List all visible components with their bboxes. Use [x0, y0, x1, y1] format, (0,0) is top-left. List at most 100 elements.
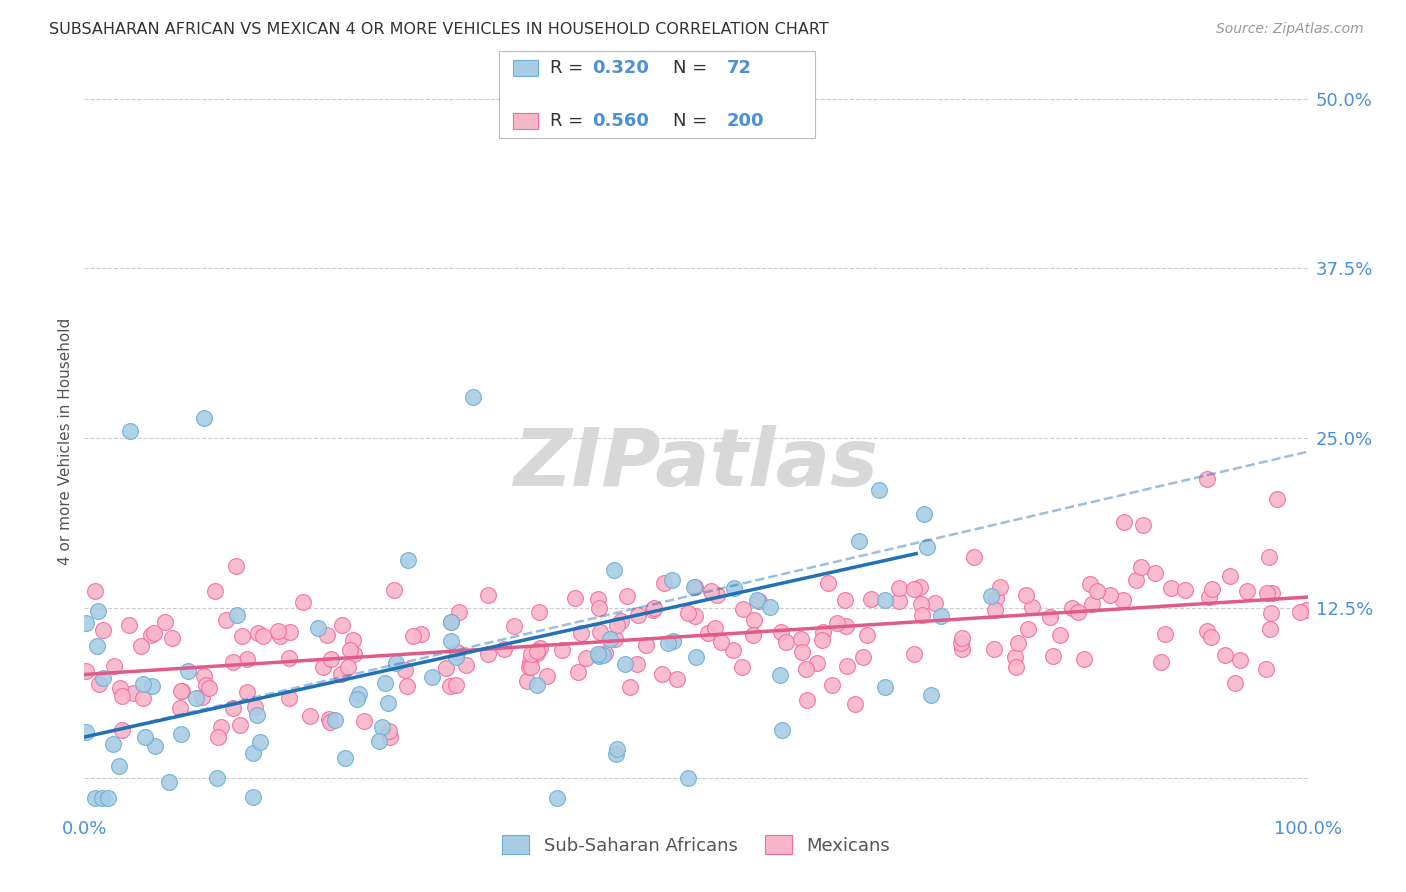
Point — [209, 719, 232, 733]
Point — [278, 690, 301, 705]
Point — [855, 628, 877, 642]
Point — [108, 681, 131, 696]
Point — [700, 584, 723, 599]
Point — [243, 700, 266, 714]
Point — [546, 791, 568, 805]
Point — [1021, 600, 1043, 615]
Point — [1199, 630, 1222, 644]
Point — [567, 665, 589, 680]
Point — [1125, 573, 1147, 587]
Point — [143, 739, 166, 753]
Point — [661, 574, 683, 588]
Point — [292, 595, 315, 609]
Point — [602, 563, 624, 577]
Point — [236, 684, 259, 698]
Point — [721, 642, 744, 657]
Point — [676, 606, 699, 620]
Point — [278, 625, 301, 640]
Point — [710, 635, 733, 649]
Point — [1017, 622, 1039, 636]
Point — [759, 599, 782, 614]
Point — [367, 734, 389, 748]
Point — [748, 594, 770, 608]
Point — [685, 650, 707, 665]
Point — [440, 615, 463, 630]
Point — [626, 608, 648, 623]
Point — [706, 588, 728, 602]
Point — [267, 624, 290, 638]
Point — [319, 651, 342, 665]
Point — [1174, 583, 1197, 598]
Point — [246, 707, 269, 722]
Point — [246, 626, 269, 640]
Point — [374, 675, 396, 690]
Point — [1201, 582, 1223, 596]
Point — [1085, 584, 1108, 599]
Point — [153, 615, 176, 629]
Point — [1197, 624, 1219, 638]
Point — [444, 649, 467, 664]
Point — [903, 647, 925, 661]
Point — [204, 583, 226, 598]
Point — [551, 643, 574, 657]
Point — [231, 629, 253, 643]
Point — [346, 692, 368, 706]
Point — [517, 659, 540, 673]
Point — [91, 791, 114, 805]
Point — [1258, 550, 1281, 565]
Point — [1060, 600, 1083, 615]
Point — [811, 625, 834, 640]
Point — [610, 615, 633, 629]
Point — [447, 605, 470, 619]
Point — [586, 647, 609, 661]
Point — [1229, 653, 1251, 667]
Point — [1256, 586, 1278, 600]
Point — [75, 725, 97, 739]
Point — [139, 628, 162, 642]
Point — [775, 635, 797, 649]
Point — [411, 627, 433, 641]
Point — [852, 650, 875, 665]
Point — [312, 660, 335, 674]
Point — [225, 608, 247, 623]
Point — [160, 632, 183, 646]
Point — [1049, 628, 1071, 642]
Point — [599, 632, 621, 646]
Point — [477, 589, 499, 603]
Point — [806, 656, 828, 670]
Point — [636, 638, 658, 652]
Point — [347, 687, 370, 701]
Point — [456, 657, 478, 672]
Point — [920, 688, 942, 702]
Point — [378, 730, 401, 744]
Point — [887, 593, 910, 607]
Point — [157, 775, 180, 789]
Point — [134, 730, 156, 744]
Y-axis label: 4 or more Vehicles in Household: 4 or more Vehicles in Household — [58, 318, 73, 566]
Point — [502, 619, 524, 633]
Point — [434, 661, 457, 675]
Point — [988, 580, 1011, 594]
Point — [132, 677, 155, 691]
Point — [792, 645, 814, 659]
Point — [1219, 569, 1241, 583]
Point — [318, 712, 340, 726]
Point — [1289, 605, 1312, 619]
Point — [526, 646, 548, 660]
Point — [87, 677, 110, 691]
Point — [980, 589, 1002, 603]
Point — [963, 550, 986, 565]
Point — [910, 597, 932, 611]
Point — [593, 646, 616, 660]
Point — [330, 666, 353, 681]
Point — [229, 717, 252, 731]
Point — [683, 609, 706, 624]
Point — [446, 645, 468, 659]
Point — [101, 737, 124, 751]
Point — [678, 771, 700, 785]
Point — [527, 605, 550, 619]
Point — [731, 660, 754, 674]
Point — [1111, 593, 1133, 607]
Point — [170, 683, 193, 698]
Point — [108, 759, 131, 773]
